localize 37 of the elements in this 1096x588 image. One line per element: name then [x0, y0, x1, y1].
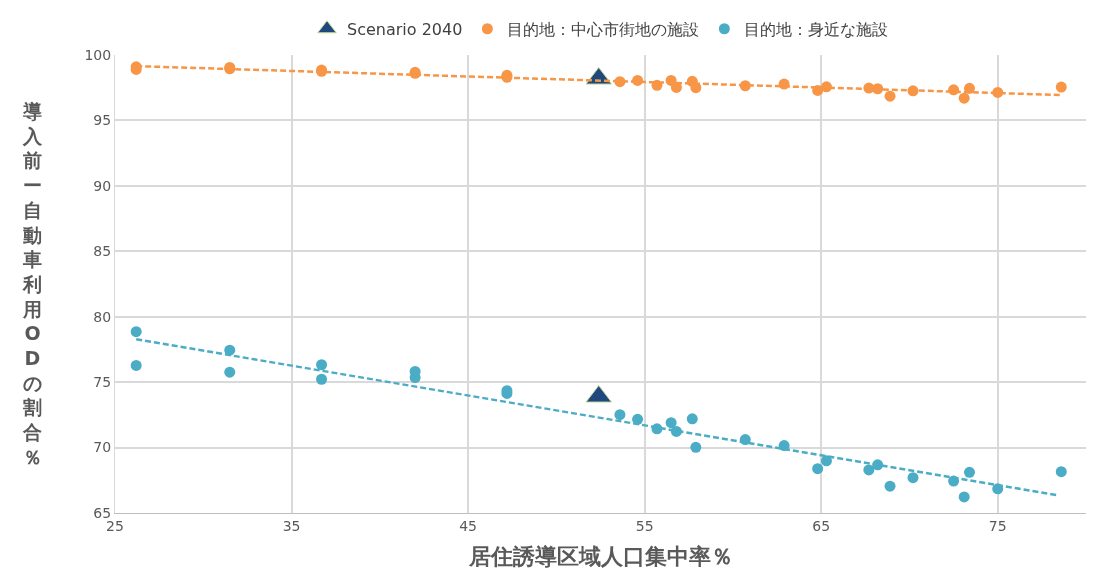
text: 導入前ー自動車利用ODの割合％ — [23, 100, 42, 468]
point — [907, 472, 919, 484]
point — [665, 417, 677, 429]
y-tick-label: 95 — [93, 112, 112, 129]
point — [130, 326, 142, 338]
y-tick-label: 90 — [93, 177, 112, 194]
point — [316, 373, 328, 385]
legend-label: 目的地：身近な施設 — [744, 19, 889, 39]
x-tick-label: 35 — [282, 517, 301, 534]
point — [958, 92, 970, 104]
point — [224, 366, 236, 378]
x-tick-label: 45 — [459, 517, 477, 534]
x-tick-label: 55 — [635, 517, 654, 534]
point — [690, 441, 702, 453]
point — [884, 480, 896, 492]
x-tick-label: 65 — [812, 517, 831, 534]
y-tick-label: 70 — [93, 439, 112, 456]
point — [863, 464, 875, 476]
x-axis-title: 居住誘導区域人口集中率％ — [467, 543, 733, 569]
y-tick-label: 75 — [93, 374, 112, 391]
point — [884, 90, 896, 102]
point — [614, 409, 626, 421]
y-tick-label: 80 — [93, 308, 112, 325]
point — [130, 359, 142, 371]
legend-label: 目的地：中心市街地の施設 — [507, 19, 700, 39]
point — [812, 463, 824, 475]
y-tick-label: 85 — [93, 243, 112, 260]
point — [1055, 81, 1067, 93]
point — [1055, 466, 1067, 478]
point — [963, 466, 975, 478]
y-tick-label: 100 — [84, 46, 112, 63]
point — [686, 413, 698, 425]
x-tick-label: 75 — [988, 517, 1007, 534]
legend-label: Scenario 2040 — [347, 19, 463, 39]
point — [316, 359, 328, 371]
point — [820, 455, 832, 467]
point — [958, 491, 970, 503]
